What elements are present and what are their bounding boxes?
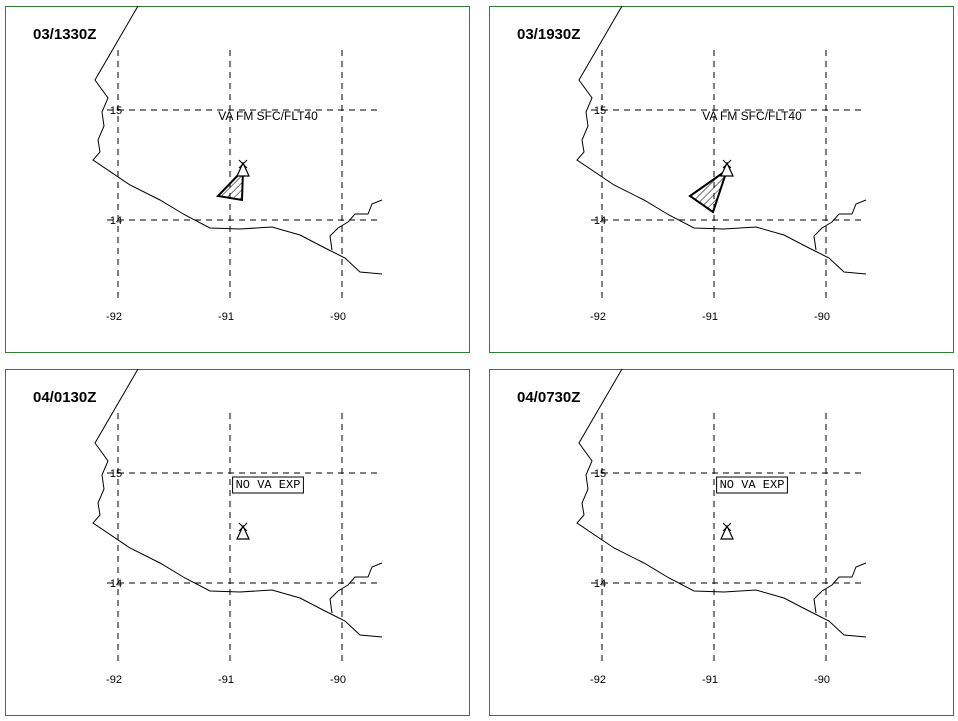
coastline [576, 5, 867, 275]
lat-label: 15 [110, 468, 122, 480]
volcano [720, 161, 734, 177]
ash-cloud [215, 167, 245, 202]
lon-label: -90 [814, 311, 830, 323]
ash-cloud [688, 167, 729, 214]
lat-label: 14 [110, 215, 122, 227]
lon-label: -92 [590, 311, 606, 323]
lat-label: 15 [594, 105, 606, 117]
valid-time: 04/0130Z [33, 389, 96, 406]
lat-label: 15 [110, 105, 122, 117]
annotation: NO VA EXP [720, 478, 785, 492]
lon-label: -90 [330, 674, 346, 686]
lon-label: -92 [590, 674, 606, 686]
coastline [92, 368, 383, 638]
panel: -92 -91 -90 15 14 03/1330Z VA FM SFC/FLT40 [5, 5, 470, 353]
lon-label: -92 [106, 674, 122, 686]
lon-label: -92 [106, 311, 122, 323]
volcano-plume [722, 522, 732, 532]
lon-label: -91 [218, 674, 234, 686]
coastline [92, 5, 383, 275]
coastline [576, 368, 867, 638]
lat-label: 14 [594, 578, 606, 590]
lat-label: 15 [594, 468, 606, 480]
panel: -92 -91 -90 15 14 04/0730Z NO VA EXP [489, 368, 954, 716]
lon-label: -91 [218, 311, 234, 323]
lat-label: 14 [110, 578, 122, 590]
valid-time: 03/1930Z [517, 26, 580, 43]
panel: -92 -91 -90 15 14 04/0130Z NO VA EXP [5, 368, 470, 716]
valid-time: 04/0730Z [517, 389, 580, 406]
coastline [329, 199, 383, 251]
volcano [236, 524, 250, 540]
volcano-plume [238, 159, 248, 169]
lon-label: -90 [330, 311, 346, 323]
coastline [329, 562, 383, 614]
annotation: NO VA EXP [236, 478, 301, 492]
annotation: VA FM SFC/FLT40 [218, 109, 318, 123]
volcano-plume [722, 159, 732, 169]
volcano [236, 161, 250, 177]
lon-label: -90 [814, 674, 830, 686]
volcano [720, 524, 734, 540]
annotation-box [716, 476, 788, 494]
valid-time: 03/1330Z [33, 26, 96, 43]
panel-frame [489, 369, 954, 716]
panel: -92 -91 -90 15 14 03/1930Z VA FM SFC/FLT40 [489, 5, 954, 353]
coastline [813, 562, 867, 614]
annotation-box [232, 476, 304, 494]
lon-label: -91 [702, 674, 718, 686]
panel-frame [5, 369, 470, 716]
lon-label: -91 [702, 311, 718, 323]
coastline [813, 199, 867, 251]
annotation: VA FM SFC/FLT40 [702, 109, 802, 123]
volcano-plume [238, 522, 248, 532]
lat-label: 14 [594, 215, 606, 227]
